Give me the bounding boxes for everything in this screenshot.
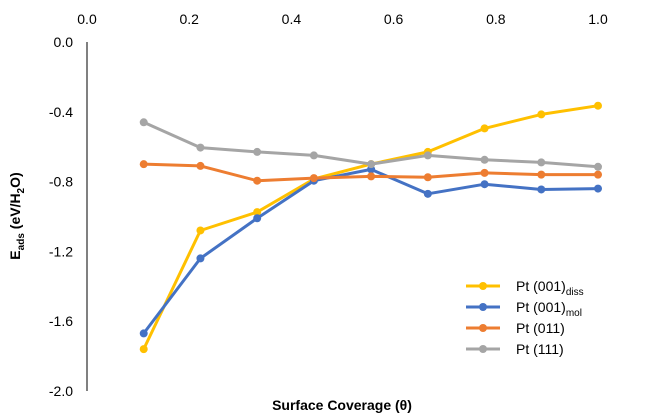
legend-label-name: Pt (111) — [516, 341, 564, 357]
data-point — [139, 118, 148, 127]
data-point — [367, 172, 376, 181]
data-point — [594, 184, 602, 193]
y-axis-title: Eads (eV/H2O) — [7, 172, 27, 259]
x-tick-label: 0.6 — [384, 11, 404, 27]
data-point — [367, 160, 376, 169]
data-point — [253, 147, 262, 156]
data-point — [139, 329, 148, 338]
data-point — [537, 170, 546, 179]
y-tick-label: -2.0 — [49, 383, 73, 399]
legend-label: Pt (011) — [516, 320, 565, 336]
data-point — [537, 158, 546, 167]
data-point — [480, 124, 489, 133]
y-tick-label: -0.4 — [49, 104, 73, 120]
y-axis-title-part: O) — [7, 172, 23, 188]
legend-swatch-marker — [479, 345, 487, 353]
x-tick-label: 0.2 — [179, 11, 199, 27]
legend-label: Pt (111) — [516, 341, 564, 357]
data-point — [253, 176, 262, 185]
y-axis-title-part: 2 — [16, 187, 27, 193]
legend-swatch-marker — [479, 303, 487, 311]
data-point — [196, 161, 205, 170]
x-tick-label: 0.8 — [486, 11, 506, 27]
data-point — [480, 180, 489, 189]
legend-swatch-marker — [479, 282, 487, 290]
legend-label: Pt (001)mol — [516, 299, 582, 319]
data-point — [537, 185, 546, 194]
y-axis-title-part: ads — [16, 233, 27, 251]
data-point — [537, 110, 546, 119]
data-point — [423, 173, 432, 182]
legend-label: Pt (001)diss — [516, 278, 584, 298]
data-point — [423, 151, 432, 160]
data-point — [594, 170, 602, 179]
x-axis-title: Surface Coverage (θ) — [272, 397, 412, 413]
legend-label-name: Pt (001) — [516, 299, 566, 315]
x-tick-label: 0.4 — [282, 11, 302, 27]
data-point — [139, 345, 148, 354]
data-point — [309, 174, 318, 183]
x-tick-label: 0.0 — [77, 11, 97, 27]
legend-label-subscript: mol — [566, 308, 582, 319]
x-tick-labels: 0.0 0.2 0.4 0.6 0.8 1.0 — [77, 11, 608, 27]
legend-label-name: Pt (001) — [516, 278, 566, 294]
data-point — [253, 208, 262, 217]
legend-label-subscript: diss — [566, 287, 584, 298]
series-layer — [139, 101, 602, 354]
legend-label-name: Pt (011) — [516, 320, 565, 336]
data-point — [196, 226, 205, 235]
data-point — [423, 189, 432, 198]
data-point — [309, 151, 318, 160]
data-point — [253, 214, 262, 223]
data-point — [480, 168, 489, 177]
data-point — [139, 160, 148, 169]
y-axis-title-part: (eV/H — [7, 193, 23, 233]
y-tick-label: -0.8 — [49, 174, 73, 190]
data-point — [594, 162, 602, 171]
x-tick-label: 1.0 — [588, 11, 608, 27]
y-axis-title-part: E — [7, 250, 23, 259]
data-point — [480, 155, 489, 164]
y-tick-label: 0.0 — [54, 34, 74, 50]
legend-swatch-marker — [479, 324, 487, 332]
data-point — [594, 101, 602, 110]
data-point — [196, 254, 205, 263]
y-tick-labels: 0.0 -0.4 -0.8 -1.2 -1.6 -2.0 — [49, 34, 73, 399]
y-tick-label: -1.2 — [49, 243, 73, 259]
data-point — [196, 143, 205, 152]
y-tick-label: -1.6 — [49, 313, 73, 329]
